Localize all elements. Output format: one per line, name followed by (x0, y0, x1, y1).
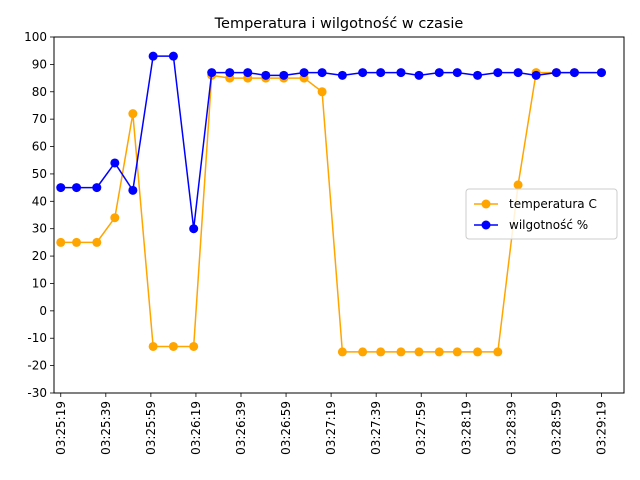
y-tick-label: 70 (32, 112, 47, 126)
data-point (473, 70, 483, 80)
legend-label: temperatura C (509, 197, 597, 211)
x-tick-label: 03:27:39 (369, 401, 383, 455)
data-point (414, 347, 424, 357)
data-point (452, 68, 462, 78)
data-point (189, 224, 199, 234)
chart-title: Temperatura i wilgotność w czasie (214, 16, 464, 32)
x-tick-label: 03:27:59 (414, 401, 428, 455)
data-point (596, 68, 606, 78)
y-tick-label: 60 (32, 140, 47, 154)
x-tick-label: 03:25:39 (99, 401, 113, 455)
data-point (92, 237, 102, 247)
data-point (225, 68, 235, 78)
legend-label: wilgotność % (509, 218, 588, 232)
x-tick-label: 03:25:19 (54, 401, 68, 455)
x-tick-label: 03:26:19 (189, 401, 203, 455)
data-point (317, 68, 327, 78)
data-point (168, 341, 178, 351)
legend-marker (481, 220, 491, 230)
legend: temperatura C wilgotność % (465, 188, 618, 240)
data-point (72, 183, 82, 193)
data-point (148, 51, 158, 61)
data-point (513, 180, 523, 190)
data-point (189, 341, 199, 351)
data-point (72, 237, 82, 247)
x-tick-label: 03:27:19 (324, 401, 338, 455)
data-point (376, 347, 386, 357)
data-point (414, 70, 424, 80)
series-1 (56, 51, 606, 234)
plot-frame (53, 36, 625, 394)
data-point (110, 158, 120, 168)
y-tick-label: -10 (27, 331, 47, 345)
data-point (358, 68, 368, 78)
data-point (376, 68, 386, 78)
data-point (531, 70, 541, 80)
x-tick-label: 03:26:39 (234, 401, 248, 455)
data-point (569, 68, 579, 78)
data-point (168, 51, 178, 61)
y-tick-label: 30 (32, 222, 47, 236)
data-point (128, 185, 138, 195)
data-point (493, 68, 503, 78)
data-point (243, 68, 253, 78)
data-point (261, 70, 271, 80)
data-point (279, 70, 289, 80)
data-point (56, 237, 66, 247)
data-point (299, 68, 309, 78)
data-point (493, 347, 503, 357)
data-point (358, 347, 368, 357)
y-tick-label: -20 (27, 359, 47, 373)
x-tick-label: 03:28:59 (549, 401, 563, 455)
data-point (317, 87, 327, 97)
x-tick-label: 03:25:59 (144, 401, 158, 455)
x-tick-label: 03:29:19 (594, 401, 608, 455)
data-point (396, 347, 406, 357)
x-tick-label: 03:26:59 (279, 401, 293, 455)
data-point (473, 347, 483, 357)
data-point (513, 68, 523, 78)
data-point (110, 213, 120, 223)
y-tick-label: 40 (32, 194, 47, 208)
y-tick-label: 0 (39, 304, 47, 318)
data-point (56, 183, 66, 193)
legend-box (465, 188, 618, 240)
y-tick-label: 100 (24, 30, 47, 44)
data-point (128, 109, 138, 119)
x-tick-label: 03:28:19 (459, 401, 473, 455)
data-point (337, 347, 347, 357)
y-tick-label: 20 (32, 249, 47, 263)
data-point (207, 68, 217, 78)
x-tick-label: 03:28:39 (504, 401, 518, 455)
data-point (396, 68, 406, 78)
y-tick-label: 10 (32, 276, 47, 290)
data-point (337, 70, 347, 80)
y-tick-label: 50 (32, 167, 47, 181)
data-point (92, 183, 102, 193)
y-tick-label: 90 (32, 57, 47, 71)
y-tick-label: 80 (32, 85, 47, 99)
legend-marker (481, 199, 491, 209)
y-tick-label: -30 (27, 386, 47, 400)
data-point (551, 68, 561, 78)
plot-area: -30 -20 -10 0 10 20 30 40 50 60 70 80 90 100 03:25:19 0… (24, 30, 625, 455)
data-point (452, 347, 462, 357)
data-point (434, 347, 444, 357)
data-point (434, 68, 444, 78)
data-point (148, 341, 158, 351)
